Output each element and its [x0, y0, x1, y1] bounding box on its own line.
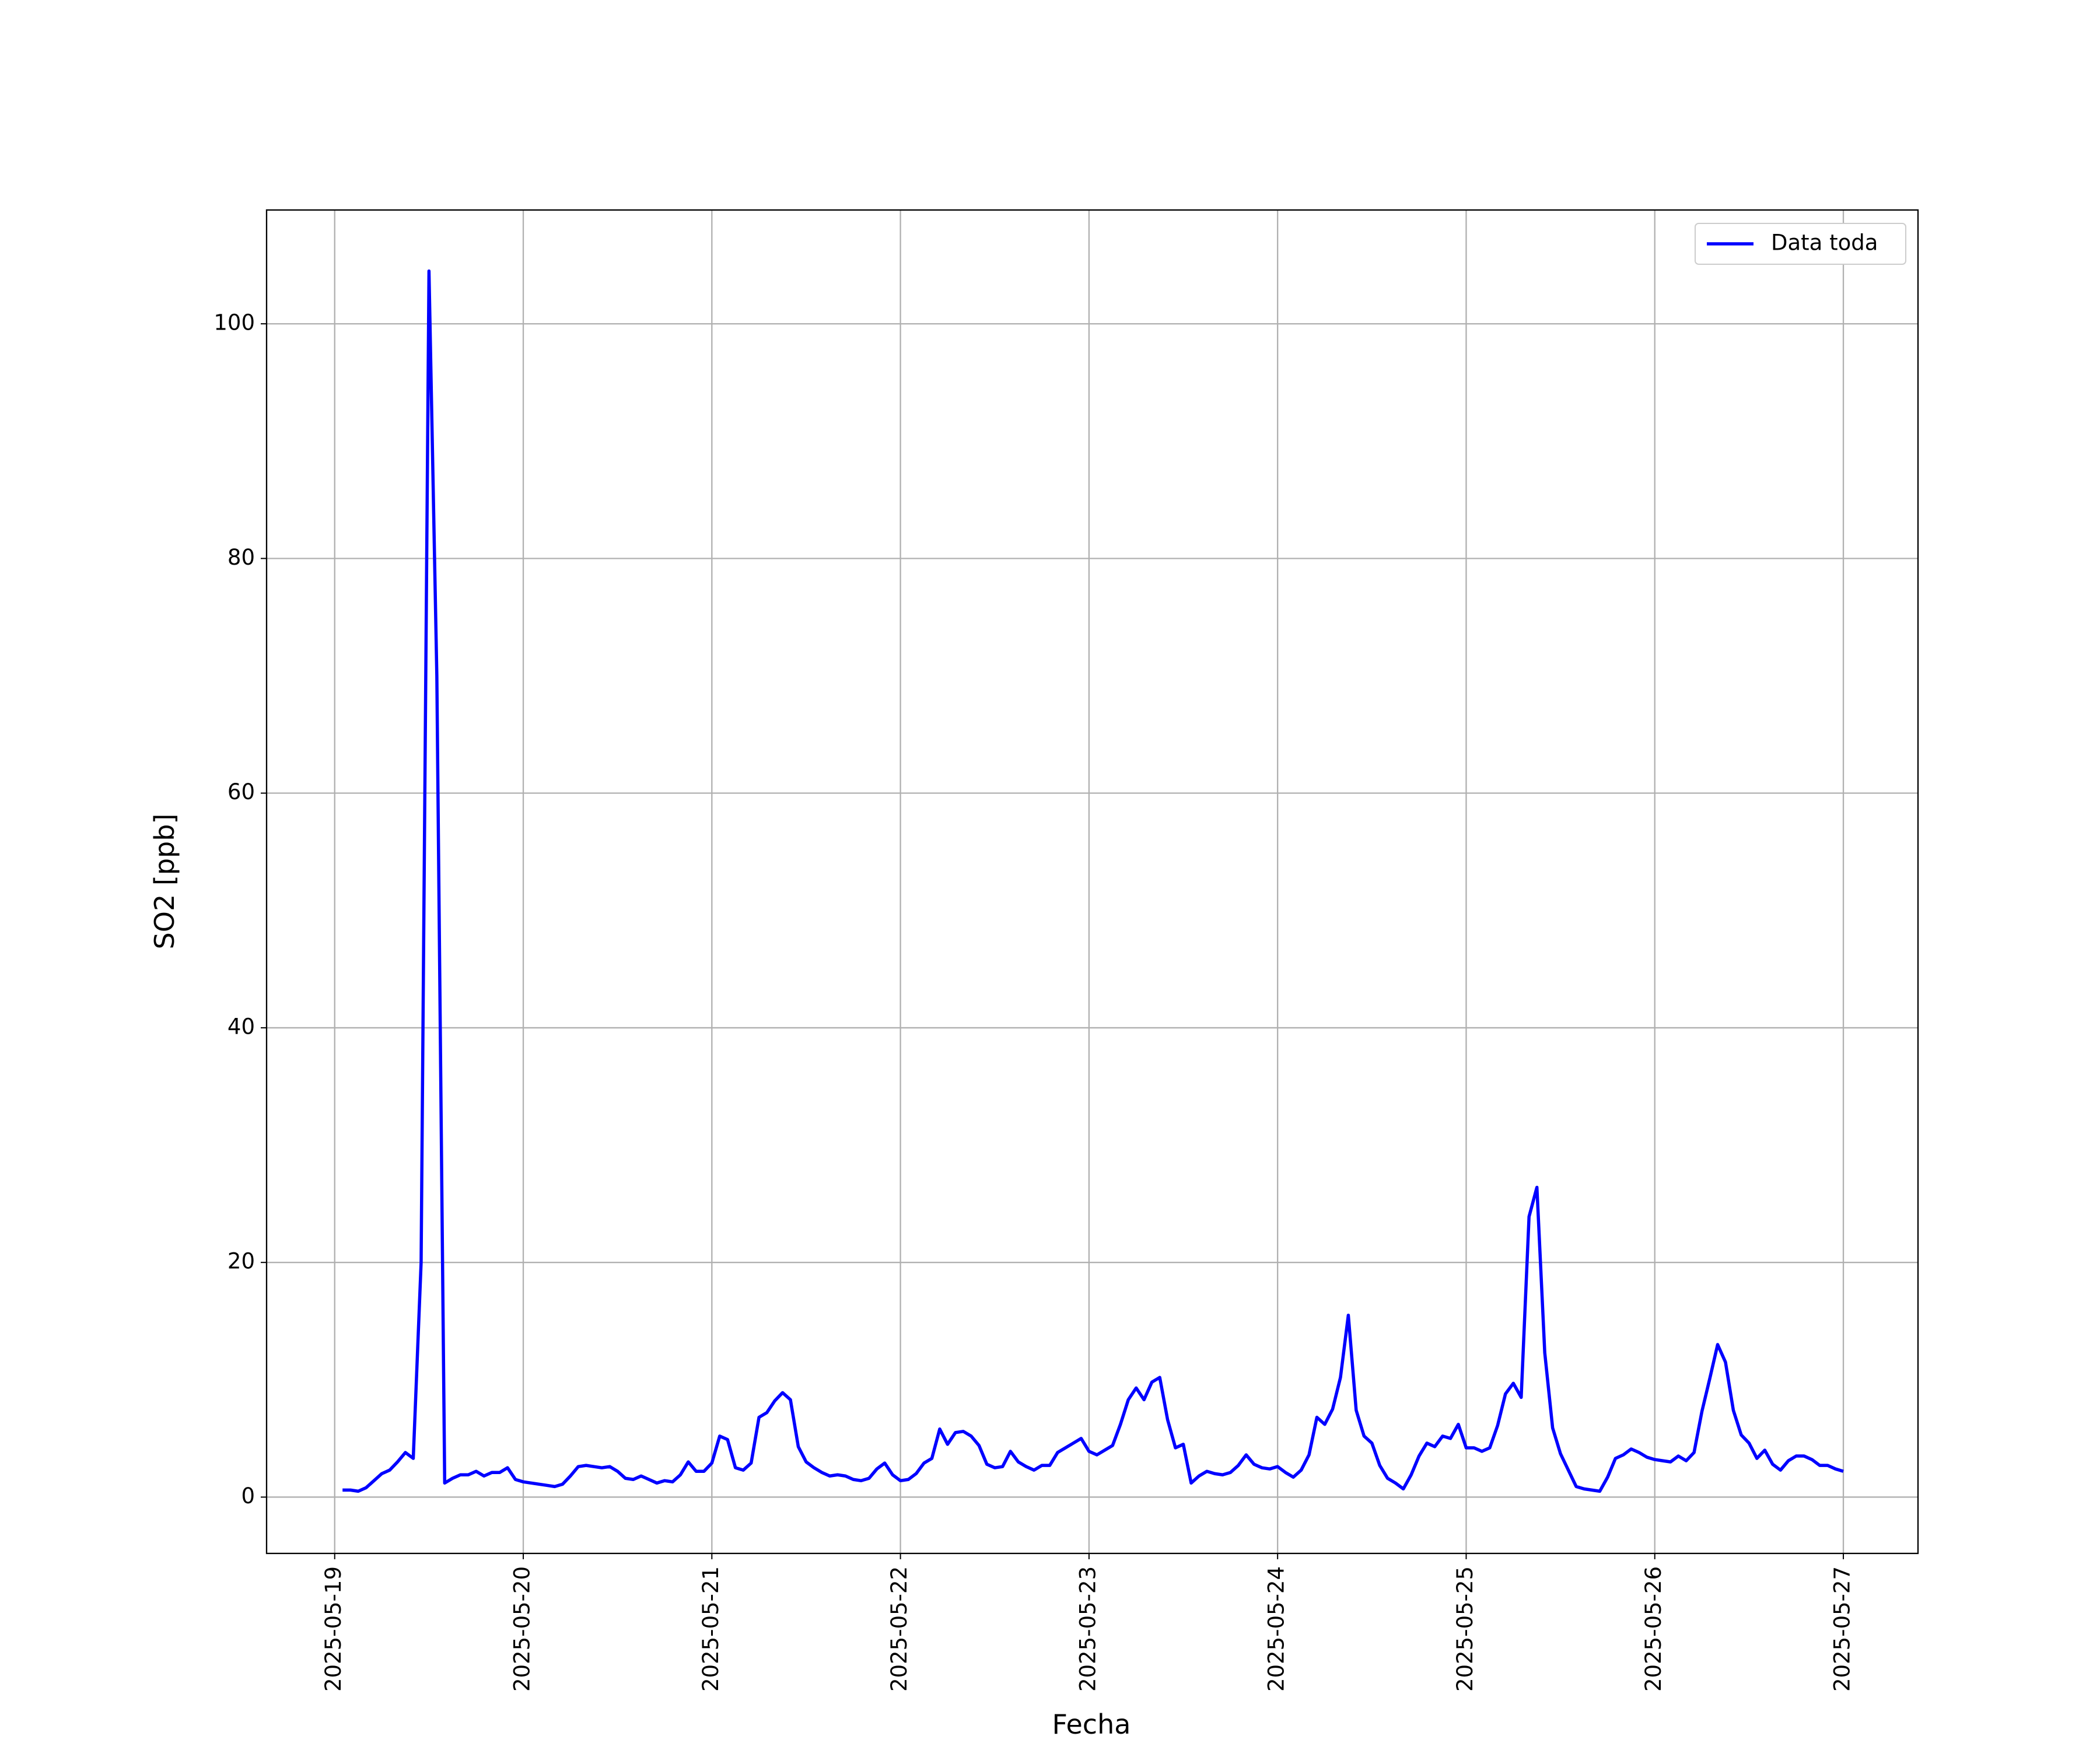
plot-frame	[265, 209, 1919, 1555]
y-tick-label: 20	[228, 1249, 255, 1274]
x-tick-label: 2025-05-20	[510, 1566, 535, 1692]
x-tick-label: 2025-05-19	[321, 1566, 346, 1692]
x-tick-label: 2025-05-22	[887, 1566, 912, 1692]
y-tick-label: 40	[228, 1014, 255, 1039]
x-tick-label: 2025-05-23	[1075, 1566, 1100, 1692]
legend-box	[1695, 223, 1906, 265]
x-tick-label: 2025-05-24	[1264, 1566, 1289, 1692]
x-tick-label: 2025-05-25	[1452, 1566, 1478, 1692]
legend-label: Data toda	[1771, 230, 1878, 256]
y-tick-label: 80	[228, 545, 255, 570]
y-axis-label: SO2 [ppb]	[149, 814, 180, 950]
x-axis-label: Fecha	[1052, 1709, 1131, 1740]
x-tick-label: 2025-05-21	[698, 1566, 723, 1692]
data-line	[342, 269, 1844, 1493]
y-tick-label: 100	[214, 310, 255, 335]
x-tick-label: 2025-05-26	[1641, 1566, 1666, 1692]
x-tick-label: 2025-05-27	[1830, 1566, 1855, 1692]
y-tick-label: 60	[228, 779, 255, 804]
y-tick-label: 0	[241, 1483, 255, 1508]
